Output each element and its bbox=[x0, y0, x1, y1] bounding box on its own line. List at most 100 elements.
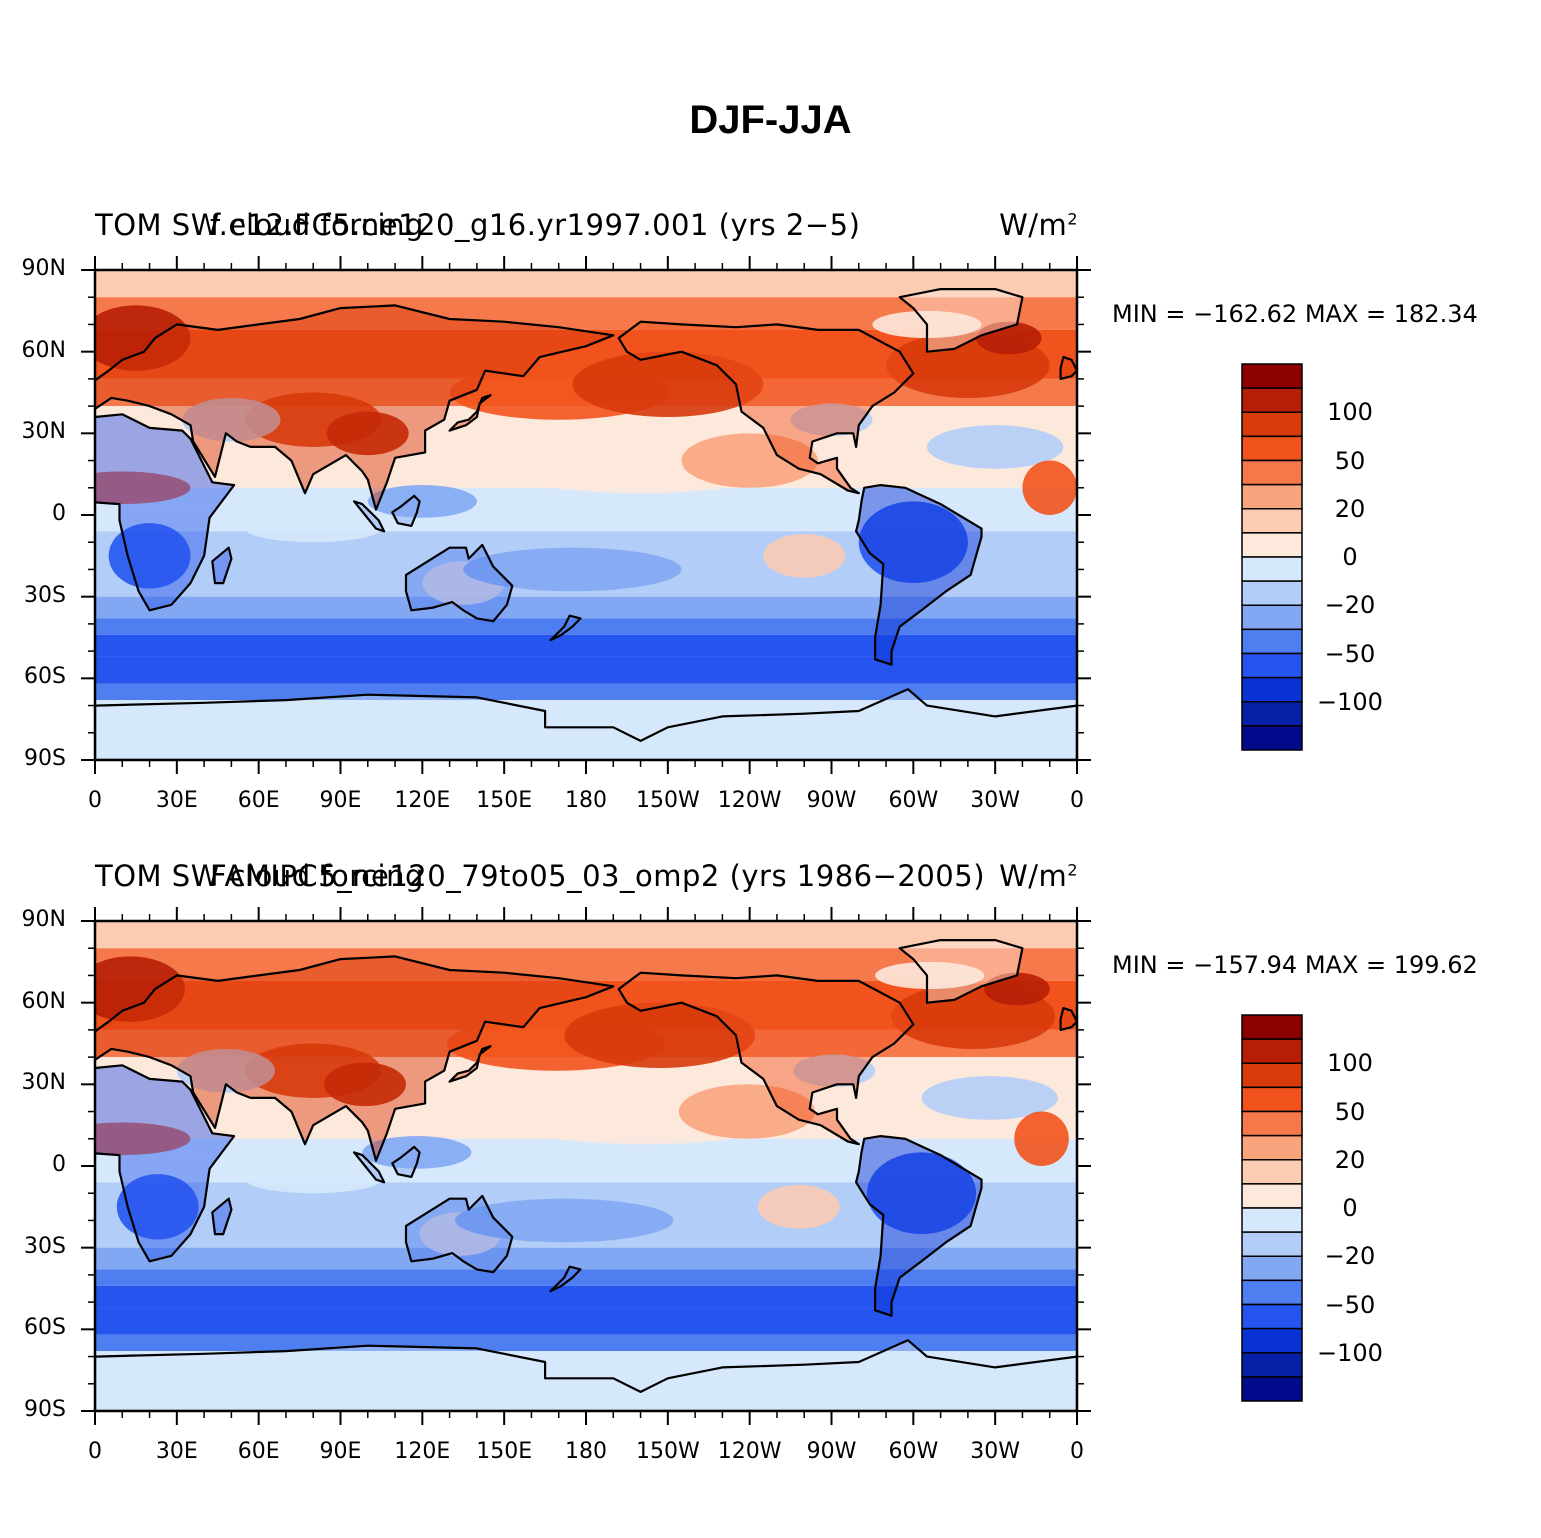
colorbar-swatch bbox=[1241, 435, 1303, 462]
colorbar-swatch bbox=[1241, 532, 1303, 558]
coastline-borneo bbox=[391, 494, 421, 527]
field-band bbox=[95, 1351, 1077, 1411]
field-band bbox=[95, 487, 1077, 505]
coastline-northAmerica bbox=[617, 320, 915, 495]
panel-case-caption: f.e12.FC5.ne120_g16.yr1997.001 (yrs 2−5) bbox=[210, 208, 861, 242]
lat-tick-label: 30S bbox=[24, 1233, 66, 1259]
colorbar-swatch bbox=[1241, 1014, 1303, 1040]
field-band bbox=[95, 270, 1077, 298]
field-band bbox=[95, 656, 1077, 684]
unit-text: W/m bbox=[999, 208, 1068, 242]
colorbar-swatch bbox=[1241, 1327, 1303, 1354]
colorbar-swatch bbox=[1241, 411, 1303, 438]
colorbar-swatch bbox=[1241, 676, 1303, 703]
map-panel-observation: TOM SW cloud forcing FAMIPC5_ne120_79to05… bbox=[0, 859, 1541, 1525]
field-blob bbox=[926, 425, 1064, 469]
unit-text: W/m bbox=[999, 859, 1068, 893]
coastline-southAmerica bbox=[854, 1135, 983, 1317]
unit-exponent: 2 bbox=[1067, 860, 1078, 880]
colorbar-label: −20 bbox=[1324, 1242, 1376, 1271]
field-layer bbox=[95, 270, 1077, 760]
coastline-southAmerica bbox=[854, 484, 983, 666]
lon-tick-label: 150E bbox=[476, 788, 533, 813]
coastline-antarctica bbox=[95, 688, 1077, 760]
colorbar-swatch bbox=[1241, 604, 1303, 631]
field-band bbox=[95, 618, 1077, 635]
coastline-africa bbox=[95, 413, 236, 612]
colorbar-label: −100 bbox=[1317, 687, 1383, 716]
colorbar-swatch bbox=[1241, 387, 1303, 413]
panel-variable-caption: TOM SW cloud forcing bbox=[95, 859, 424, 893]
lon-tick-label: 90W bbox=[806, 788, 857, 813]
lon-tick-label: 150E bbox=[476, 1439, 533, 1464]
lon-tick-label: 0 bbox=[88, 1439, 102, 1464]
coastline-nz bbox=[549, 614, 582, 642]
coastline-africa bbox=[95, 1064, 236, 1263]
field-blob bbox=[572, 351, 764, 417]
field-blob bbox=[324, 1062, 406, 1107]
lon-tick-label: 30W bbox=[970, 1439, 1021, 1464]
lon-tick-label: 180 bbox=[565, 1439, 607, 1464]
panel-variable-caption: TOM SW cloud forcing bbox=[95, 208, 424, 242]
coastline-sumatra bbox=[353, 1151, 386, 1184]
field-blob bbox=[858, 501, 968, 584]
field-blob bbox=[1022, 460, 1077, 515]
lat-tick-label: 60N bbox=[21, 988, 66, 1014]
lat-tick-label: 90S bbox=[24, 1397, 66, 1422]
field-blob bbox=[793, 1054, 876, 1088]
lon-tick-label: 0 bbox=[1070, 1439, 1084, 1464]
panel-unit-caption: W/m2 bbox=[999, 208, 1078, 242]
coastline-sumatra bbox=[353, 500, 386, 533]
field-blob bbox=[95, 956, 186, 1022]
lat-tick-label: 0 bbox=[52, 1152, 66, 1177]
lon-tick-label: 0 bbox=[88, 788, 102, 813]
map-panel-model: TOM SW cloud forcing f.e12.FC5.ne120_g16.… bbox=[0, 208, 1541, 874]
lon-tick-label: 30W bbox=[970, 788, 1021, 813]
coastline-borneo bbox=[391, 1145, 421, 1178]
panel-unit-caption: W/m2 bbox=[999, 859, 1078, 893]
field-blob bbox=[116, 1174, 199, 1240]
lon-tick-label: 150W bbox=[635, 788, 700, 813]
map-svg bbox=[81, 907, 1303, 1425]
colorbar-label: 100 bbox=[1327, 398, 1373, 427]
field-blob bbox=[95, 471, 191, 505]
lon-tick-label: 120E bbox=[394, 1439, 451, 1464]
field-blob bbox=[790, 403, 873, 437]
lon-tick-label: 60E bbox=[237, 788, 280, 813]
lon-tick-label: 90W bbox=[806, 1439, 857, 1464]
colorbar-swatch bbox=[1241, 1134, 1303, 1161]
coastline-japan bbox=[448, 1045, 492, 1083]
colorbar-swatch bbox=[1241, 363, 1303, 389]
colorbar-swatch bbox=[1241, 1062, 1303, 1089]
lat-tick-label: 90S bbox=[24, 746, 66, 771]
colorbar-swatch bbox=[1241, 508, 1303, 534]
colorbar-swatch bbox=[1241, 1038, 1303, 1064]
coastline-antarctica bbox=[95, 1339, 1077, 1411]
lat-tick-label: 0 bbox=[52, 501, 66, 526]
colorbar-label: −50 bbox=[1324, 1290, 1376, 1319]
field-blob bbox=[875, 961, 985, 990]
colorbar-swatch bbox=[1241, 652, 1303, 679]
lat-tick-label: 30N bbox=[21, 419, 66, 445]
colorbar-swatch bbox=[1241, 701, 1303, 727]
field-band bbox=[95, 1247, 1077, 1270]
field-blob bbox=[763, 534, 846, 578]
colorbar-swatch bbox=[1241, 628, 1303, 655]
colorbar-label: 50 bbox=[1334, 446, 1366, 475]
lon-tick-label: 60W bbox=[888, 1439, 939, 1464]
coastline-greenland bbox=[898, 287, 1024, 353]
coastline-eurasia bbox=[95, 304, 615, 511]
lon-tick-label: 180 bbox=[565, 788, 607, 813]
field-blob bbox=[108, 523, 191, 589]
colorbar-swatch bbox=[1241, 725, 1303, 751]
min-max-readout: MIN = −162.62 MAX = 182.34 bbox=[1112, 300, 1478, 328]
field-band bbox=[95, 634, 1077, 657]
coastline-greenland bbox=[898, 938, 1024, 1004]
field-blob bbox=[564, 1002, 756, 1068]
lon-tick-label: 60W bbox=[888, 788, 939, 813]
colorbar-label: 20 bbox=[1334, 494, 1366, 523]
colorbar-label: −20 bbox=[1324, 591, 1376, 620]
field-blob bbox=[455, 1198, 674, 1243]
figure-title: DJF-JJA bbox=[689, 98, 852, 142]
coastline-northAmerica bbox=[617, 971, 915, 1146]
